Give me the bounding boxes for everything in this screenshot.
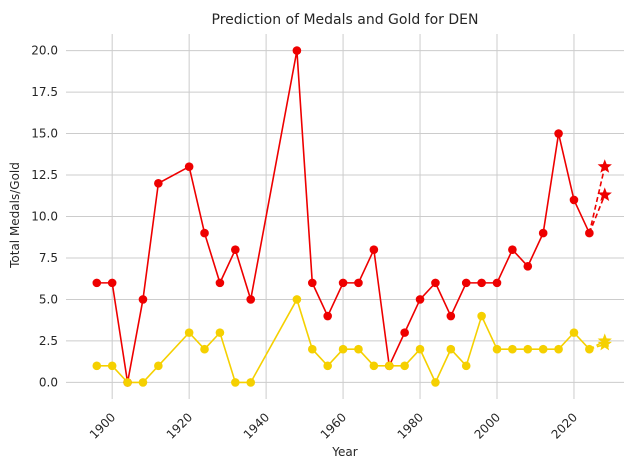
- series-1-point: [554, 129, 563, 138]
- series-1-point: [523, 261, 533, 271]
- series-1-point: [569, 195, 579, 205]
- y-tick-label: 12.5: [31, 168, 58, 182]
- series-1-point: [461, 278, 471, 288]
- series-1-point: [508, 245, 517, 254]
- series-2-prediction-star: [597, 336, 612, 351]
- series-2-point: [508, 344, 517, 354]
- series-2-point: [585, 344, 594, 354]
- x-tick-label: 1960: [318, 410, 349, 441]
- series-1-point: [431, 278, 440, 288]
- series-1-point: [323, 311, 332, 321]
- x-tick-label: 1900: [87, 410, 118, 441]
- series-2-point: [307, 344, 317, 354]
- series-2-point: [492, 344, 502, 354]
- series-1-point: [538, 228, 548, 238]
- series-1-point: [246, 295, 256, 304]
- y-axis-label: Total Medals/Gold: [8, 162, 22, 269]
- series-1-prediction-star: [597, 159, 612, 173]
- series-2-point: [538, 344, 548, 354]
- series-2-point: [92, 361, 102, 371]
- series-1-point: [369, 245, 379, 254]
- series-2-point: [154, 361, 163, 371]
- series-2-point: [523, 344, 533, 354]
- series-1-point: [107, 278, 117, 288]
- series-points: [92, 46, 612, 387]
- x-tick-label: 1940: [241, 410, 272, 441]
- series-1-prediction-star: [597, 187, 612, 201]
- series-2-point: [415, 344, 425, 354]
- series-1-prediction-line: [588, 194, 606, 234]
- grid-layer: [66, 34, 624, 399]
- series-1-point: [200, 228, 209, 238]
- series-1-point: [585, 228, 594, 238]
- chart-title: Prediction of Medals and Gold for DEN: [212, 12, 479, 28]
- x-tick-label: 1980: [395, 410, 426, 441]
- series-1-point: [400, 328, 409, 337]
- series-1-point: [307, 278, 317, 288]
- series-1-point: [446, 311, 456, 321]
- y-tick-label: 5.0: [39, 292, 58, 306]
- series-1-point: [492, 278, 502, 288]
- y-tick-label: 2.5: [39, 334, 58, 348]
- y-tick-label: 10.0: [31, 210, 58, 224]
- series-1-prediction-line: [588, 166, 606, 234]
- series-2-point: [246, 378, 256, 387]
- y-tick-label: 0.0: [39, 375, 58, 389]
- series-2-point: [569, 328, 579, 337]
- x-tick-label: 2020: [549, 410, 580, 441]
- series-1-point: [338, 278, 348, 288]
- series-2-point: [400, 361, 409, 371]
- series-2-point: [477, 311, 486, 321]
- series-2-point: [107, 361, 117, 371]
- series-1-point: [138, 295, 148, 304]
- series-1-point: [184, 162, 194, 172]
- series-2-point: [231, 378, 240, 387]
- series-1-point: [354, 278, 363, 288]
- series-2-point: [446, 344, 456, 354]
- x-tick-label: 1920: [164, 410, 195, 441]
- series-2-point: [338, 344, 348, 354]
- series-2-point: [138, 378, 148, 387]
- series-1-point: [477, 278, 486, 288]
- series-1-point: [92, 278, 102, 288]
- y-tick-label: 15.0: [31, 127, 58, 141]
- series-2-point: [554, 344, 563, 354]
- y-tick-label: 20.0: [31, 44, 58, 58]
- series-1-point: [215, 278, 225, 288]
- x-axis-label: Year: [331, 445, 357, 459]
- series-2-point: [384, 361, 394, 371]
- x-tick-label: 2000: [472, 410, 503, 441]
- series-2-point: [431, 378, 440, 387]
- series-2-point: [215, 328, 225, 337]
- series-1-point: [154, 179, 163, 188]
- y-tick-label: 7.5: [39, 251, 58, 265]
- series-1-point: [292, 46, 302, 55]
- series-2-point: [323, 361, 332, 371]
- series-2-point: [123, 378, 132, 387]
- series-2-point: [184, 328, 194, 337]
- series-2-point: [461, 361, 471, 371]
- series-2-point: [369, 361, 379, 371]
- series-2-point: [354, 344, 363, 354]
- series-2-point: [292, 295, 302, 304]
- series-1-point: [415, 295, 425, 304]
- y-tick-label: 17.5: [31, 85, 58, 99]
- series-2-point: [200, 344, 209, 354]
- series-1-point: [231, 245, 240, 254]
